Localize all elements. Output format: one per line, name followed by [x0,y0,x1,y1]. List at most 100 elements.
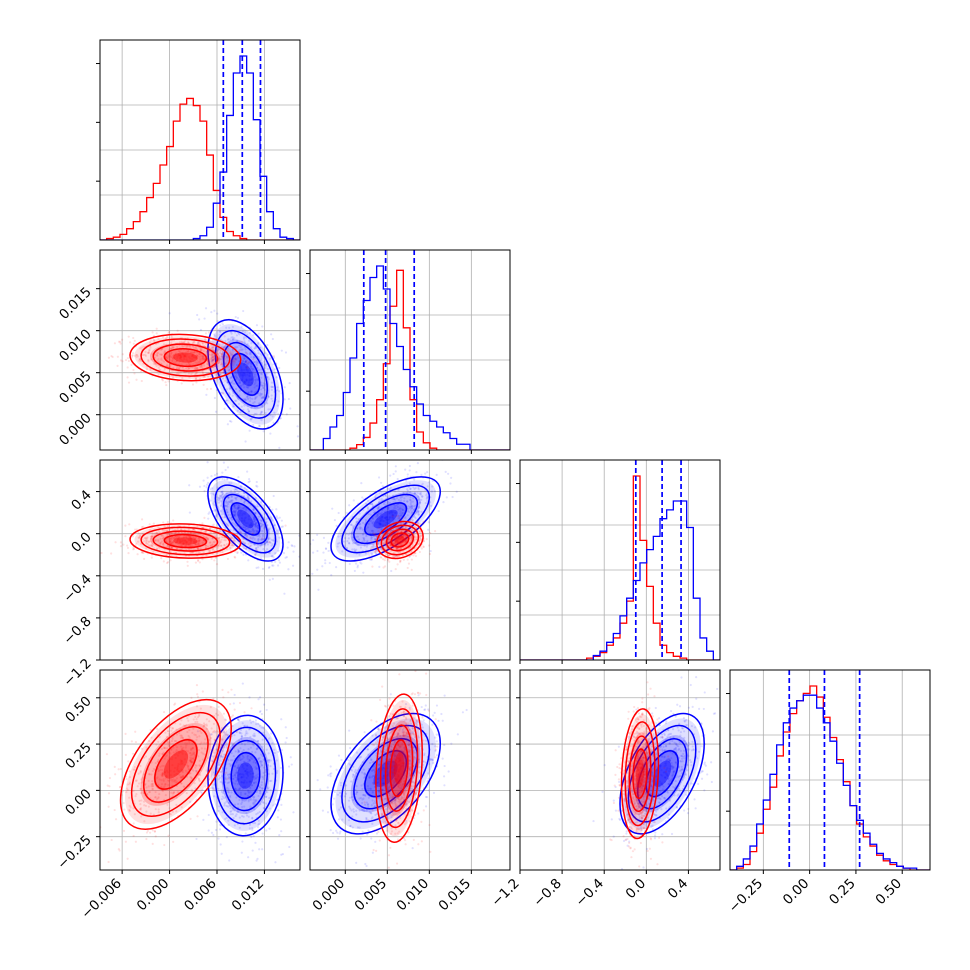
scatter-point [241,374,244,377]
scatter-point [399,525,403,528]
scatter-point [255,774,258,777]
scatter-point [384,516,387,519]
scatter-point [194,540,197,543]
scatter-point [145,537,148,540]
scatter-point [224,515,227,519]
scatter-point [222,696,225,699]
scatter-point [249,787,252,790]
scatter-point [260,381,263,384]
scatter-point [249,719,252,722]
scatter-point [370,502,374,505]
scatter-point [264,411,267,415]
scatter-point [170,341,173,344]
scatter-point [427,528,430,531]
scatter-point [243,526,246,529]
scatter-point [246,386,250,389]
scatter-point [238,379,242,382]
scatter-point [419,538,422,541]
scatter-point [243,380,246,384]
scatter-point [412,530,415,533]
scatter-point [417,511,420,514]
scatter-point [371,529,374,532]
scatter-point [270,516,273,520]
scatter-point [160,541,163,544]
scatter-point [391,516,395,519]
scatter-point [346,540,349,543]
scatter-point [238,381,242,385]
scatter-point [186,564,189,567]
scatter-point [394,542,397,545]
scatter-point [404,539,407,542]
scatter-point [234,510,237,513]
scatter-point [240,781,243,784]
scatter-point [169,359,172,362]
scatter-point [214,410,218,413]
scatter-point [283,592,286,595]
scatter-point [239,346,242,349]
scatter-point [184,354,187,357]
scatter-point [233,372,237,375]
scatter-point [353,548,356,551]
scatter-point [185,344,189,347]
scatter-point [151,352,154,355]
scatter-point [225,836,228,839]
scatter-point [390,510,393,513]
scatter-point [206,476,209,479]
scatter-point [222,712,226,715]
scatter-point [239,374,242,377]
scatter-point [406,500,409,503]
scatter-point [151,842,154,845]
scatter-point [188,357,192,360]
density-fill [210,480,281,558]
scatter-point [414,538,417,541]
scatter-point [228,501,232,504]
scatter-point [216,364,219,368]
scatter-point [394,568,397,571]
scatter-point [364,552,368,555]
scatter-point [324,559,327,562]
scatter-point [404,537,407,540]
scatter-point [406,509,410,513]
scatter-point [227,513,230,517]
scatter-point [198,537,201,540]
scatter-point [175,360,178,363]
scatter-point [417,543,421,546]
scatter-point [247,748,250,751]
scatter-point [230,715,233,718]
scatter-point [388,548,391,552]
scatter-point [183,539,186,542]
scatter-point [374,510,377,513]
scatter-point [378,512,382,516]
scatter-point [170,352,173,355]
scatter-point [164,381,167,384]
scatter-point [259,762,263,765]
scatter-point [147,773,151,776]
scatter-point [152,362,155,365]
scatter-point [398,541,401,544]
scatter-point [235,778,239,781]
scatter-point [192,363,195,366]
scatter-point [276,517,279,520]
scatter-point [397,514,400,517]
scatter-point [253,373,256,376]
scatter-point [266,375,269,378]
scatter-point [191,742,194,745]
scatter-point [223,516,226,519]
scatter-point [413,492,416,495]
scatter-point [433,490,437,493]
scatter-point [206,545,209,548]
scatter-point [190,757,193,760]
scatter-point [132,336,135,340]
scatter-point [244,510,247,514]
scatter-point [202,479,205,482]
scatter-point [195,543,198,546]
scatter-point [399,537,403,541]
scatter-point [175,541,178,544]
scatter-point [408,536,412,539]
scatter-point [435,473,438,476]
scatter-point [180,760,183,763]
scatter-point [196,313,199,317]
scatter-point [189,536,192,539]
scatter-point [195,354,198,358]
scatter-point [410,558,413,561]
